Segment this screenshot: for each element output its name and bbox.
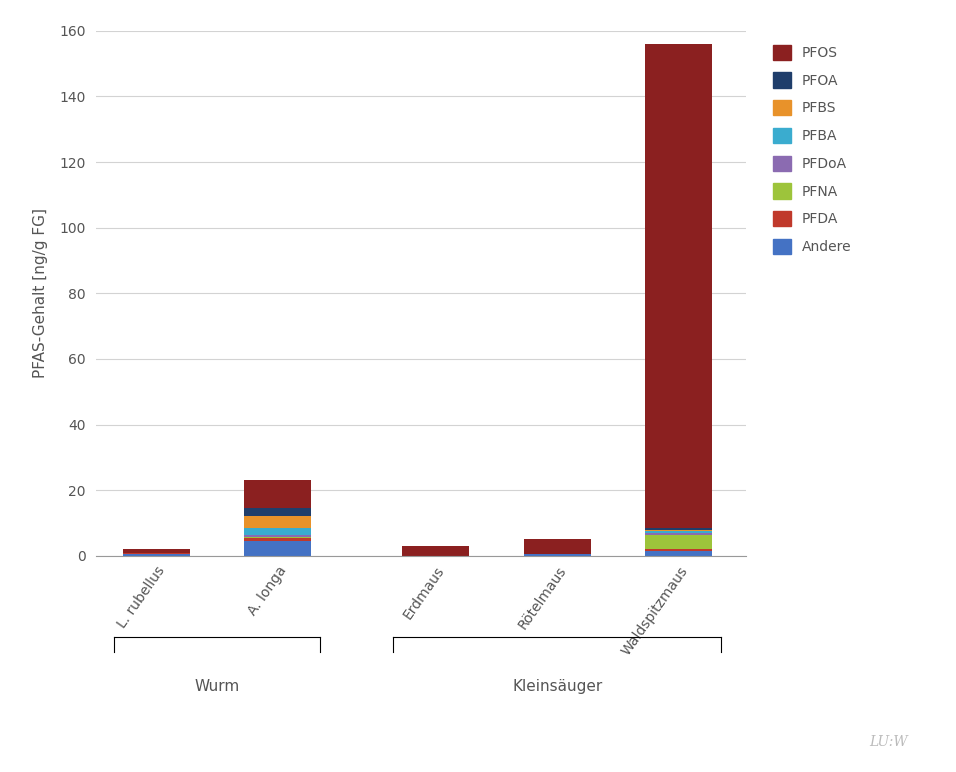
Bar <box>245 528 312 534</box>
Bar <box>402 546 469 556</box>
Bar <box>645 528 712 530</box>
Bar <box>524 540 591 554</box>
Text: Wurm: Wurm <box>194 679 240 694</box>
Bar <box>123 550 190 554</box>
Bar <box>245 516 312 528</box>
Bar <box>645 551 712 556</box>
Bar <box>245 534 312 537</box>
Bar <box>123 554 190 556</box>
Bar <box>245 480 312 508</box>
Bar <box>645 534 712 550</box>
Text: LU:W: LU:W <box>870 735 908 749</box>
Bar <box>645 531 712 533</box>
Bar <box>645 530 712 531</box>
Bar <box>245 508 312 516</box>
Y-axis label: PFAS-Gehalt [ng/g FG]: PFAS-Gehalt [ng/g FG] <box>33 208 48 378</box>
Text: Kleinsäuger: Kleinsäuger <box>512 679 602 694</box>
Bar <box>645 44 712 528</box>
Bar <box>245 541 312 556</box>
Bar <box>645 550 712 551</box>
Bar <box>524 554 591 556</box>
Bar <box>245 538 312 541</box>
Bar <box>645 533 712 534</box>
Bar <box>245 537 312 538</box>
Legend: PFOS, PFOA, PFBS, PFBA, PFDoA, PFNA, PFDA, Andere: PFOS, PFOA, PFBS, PFBA, PFDoA, PFNA, PFD… <box>766 38 858 261</box>
